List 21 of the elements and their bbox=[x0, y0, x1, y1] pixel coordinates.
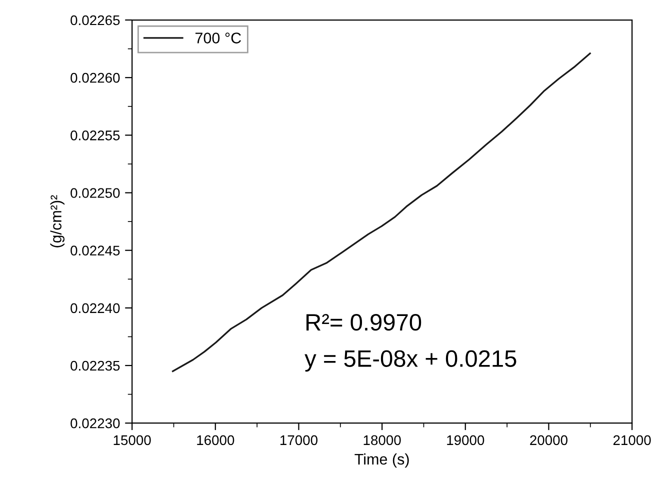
x-axis-title: Time (s) bbox=[354, 453, 409, 468]
x-tick-label: 20000 bbox=[530, 435, 568, 446]
y-axis-title: (g/cm²)² bbox=[50, 195, 64, 248]
x-tick-label: 15000 bbox=[114, 435, 151, 446]
annotation: R²= 0.9970 bbox=[306, 314, 422, 331]
y-tick-label: 0.02265 bbox=[70, 15, 120, 26]
x-tick-label: 17000 bbox=[280, 435, 318, 446]
y-tick-label: 0.02235 bbox=[70, 360, 120, 371]
line-series bbox=[172, 52, 591, 372]
x-tick-label: 18000 bbox=[364, 435, 401, 446]
x-tick-label: 16000 bbox=[197, 435, 234, 446]
legend-label: 700 °C bbox=[195, 32, 241, 44]
y-tick-label: 0.02250 bbox=[70, 188, 120, 198]
y-tick-label: 0.02230 bbox=[70, 418, 120, 428]
y-tick-label: 0.02255 bbox=[70, 130, 120, 140]
y-tick-label: 0.02245 bbox=[70, 246, 120, 256]
y-tick-label: 0.02240 bbox=[70, 303, 120, 314]
y-tick-label: 0.02260 bbox=[70, 72, 120, 83]
annotation: y = 5E-08x + 0.0215 bbox=[304, 350, 516, 372]
x-tick-label: 19000 bbox=[447, 435, 484, 446]
x-tick-label: 21000 bbox=[613, 435, 651, 446]
